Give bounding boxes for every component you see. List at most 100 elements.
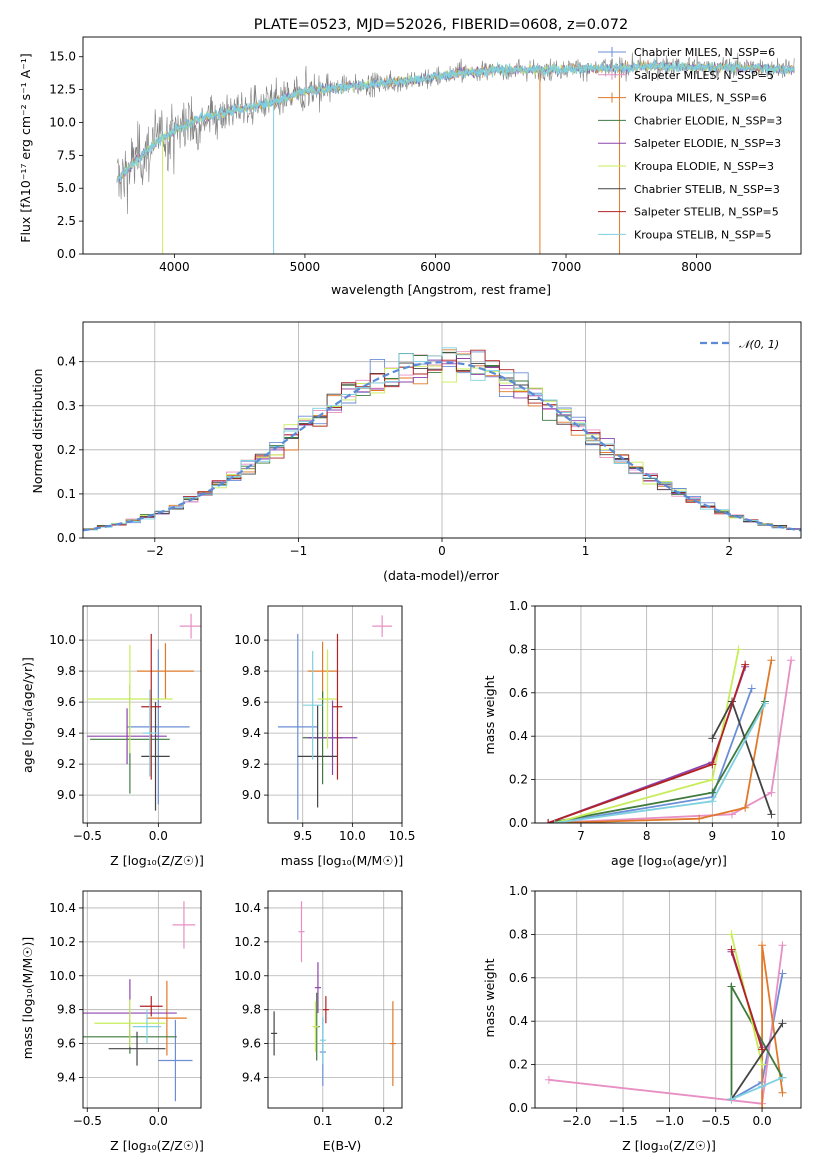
mass-weight-marker	[727, 930, 736, 939]
mass-weight-marker	[727, 982, 736, 991]
mass-weight-marker	[708, 775, 717, 784]
plot-area	[87, 613, 201, 811]
x-tick-label: 10.5	[389, 829, 416, 843]
axes-frame	[267, 890, 403, 1109]
panel-2: −0.5 0.0 9.0 9.2 9.4 9.6 9.8 10.0	[49, 605, 202, 843]
y-tick-label: 10.0	[49, 969, 76, 983]
x-tick-label: −0.5	[73, 829, 102, 843]
mass-weight-marker	[758, 1060, 767, 1069]
plot-area	[544, 930, 787, 1108]
mass-ebv-x-label: E(B-V)	[323, 1138, 362, 1153]
y-tick-label: 0.2	[57, 443, 76, 457]
y-tick-label: 10.2	[49, 935, 76, 949]
legend-entry: Kroupa MILES, N_SSP=6	[634, 92, 767, 105]
weight-z-y-label: mass weight	[482, 958, 497, 1037]
panel-5: −0.5 0.0 9.4 9.6 9.8 10.0 10.2 10.4	[49, 890, 202, 1128]
mass-weight-marker	[741, 660, 750, 669]
y-tick-label: 12.5	[49, 83, 76, 97]
axes-frame	[534, 605, 802, 824]
panel-1: −2 −1 0 1 2 0.0 0.1 0.2 0.3 0.4 𝒩(0, 1)	[57, 321, 802, 558]
legend-entry: 𝒩(0, 1)	[739, 338, 779, 351]
legend-entry: Kroupa STELIB, N_SSP=5	[634, 228, 772, 241]
y-tick-label: 10.4	[234, 901, 261, 915]
axes-frame	[82, 321, 802, 539]
mass-weight-marker	[767, 788, 776, 797]
chart-panels: 4000 5000 6000 7000 80000.02.55.07.510.012.5…	[49, 36, 802, 1128]
y-tick-label: 10.4	[49, 901, 76, 915]
legend-entry: Chabrier STELIB, N_SSP=3	[634, 183, 780, 196]
y-tick-label: 9.4	[242, 1070, 261, 1084]
x-tick-label: 8	[643, 829, 651, 843]
panel-6: 0.1 0.2 9.4 9.6 9.8 10.0 10.2 10.4	[234, 890, 403, 1128]
y-tick-label: 0.4	[509, 729, 528, 743]
mass-weight-marker	[741, 803, 750, 812]
mass-weight-line	[554, 660, 773, 823]
y-tick-label: 9.6	[242, 695, 261, 709]
x-tick-label: 0.0	[149, 829, 168, 843]
y-tick-label: 0.1	[57, 487, 76, 501]
mass-weight-marker	[708, 788, 717, 797]
mass-weight-marker	[708, 797, 717, 806]
x-tick-label: 6000	[420, 260, 451, 274]
x-tick-label: −0.5	[73, 1114, 102, 1128]
panel-4: 7 8 9 10 0.0 0.2 0.4 0.6 0.8 1.0	[509, 599, 802, 843]
x-tick-label: 7	[577, 829, 585, 843]
y-tick-label: 0.0	[57, 531, 76, 545]
residual-x-label: (data-model)/error	[383, 568, 500, 583]
mass-weight-line	[730, 1022, 784, 1100]
x-tick-label: 9.5	[293, 829, 312, 843]
legend-entry: Salpeter ELODIE, N_SSP=3	[634, 137, 781, 150]
y-tick-label: 0.0	[57, 247, 76, 261]
x-tick-label: 0.1	[313, 1114, 332, 1128]
axes-frame	[267, 605, 403, 824]
y-tick-label: 9.2	[57, 757, 76, 771]
y-tick-label: 10.0	[234, 969, 261, 983]
x-tick-label: 0.0	[149, 1114, 168, 1128]
mass-weight-marker	[734, 645, 743, 654]
spectrum-legend: Chabrier MILES, N_SSP=6 Salpeter MILES, N…	[598, 46, 782, 241]
y-tick-label: 1.0	[509, 599, 528, 613]
y-tick-label: 9.6	[57, 1037, 76, 1051]
y-tick-label: 0.4	[509, 1014, 528, 1028]
y-tick-label: 9.4	[57, 726, 76, 740]
y-tick-label: 10.2	[234, 935, 261, 949]
plot-area	[116, 52, 795, 254]
legend-entry: Salpeter STELIB, N_SSP=5	[634, 206, 779, 219]
panel-3: 9.5 10.0 10.5 9.0 9.2 9.4 9.6 9.8 10.0	[234, 605, 416, 843]
y-tick-label: 0.2	[509, 773, 528, 787]
spectrum-title: PLATE=0523, MJD=52026, FIBERID=0608, z=0…	[254, 17, 628, 33]
plot-area	[277, 615, 393, 820]
mass-weight-marker	[778, 1019, 787, 1028]
legend-entry: Chabrier MILES, N_SSP=6	[634, 46, 775, 59]
y-tick-label: 0.6	[509, 686, 528, 700]
x-tick-label: 9	[709, 829, 717, 843]
x-tick-label: −1.0	[655, 1114, 684, 1128]
x-tick-label: 5000	[290, 260, 321, 274]
axes-frame	[82, 605, 202, 824]
mass-weight-marker	[758, 1082, 767, 1091]
y-tick-label: 0.0	[509, 1101, 528, 1115]
x-tick-label: 7000	[551, 260, 582, 274]
plot-area	[83, 901, 196, 1102]
x-tick-label: 10.0	[339, 829, 366, 843]
mass-weight-marker	[550, 819, 559, 823]
mass-weight-marker	[778, 969, 787, 978]
x-tick-label: 2	[725, 544, 733, 558]
mass-z-x-label: Z [log₁₀(Z/Z☉)]	[110, 1138, 204, 1153]
mass-weight-marker	[747, 684, 756, 693]
y-tick-label: 0.8	[509, 927, 528, 941]
y-tick-label: 2.5	[57, 214, 76, 228]
y-tick-label: 10.0	[234, 633, 261, 647]
mass-weight-line	[730, 949, 763, 1050]
y-tick-label: 9.8	[57, 1003, 76, 1017]
spectrum-x-label: wavelength [Angstrom, rest frame]	[331, 282, 551, 297]
legend-entry: Salpeter MILES, N_SSP=5	[634, 69, 774, 82]
y-tick-label: 9.2	[242, 757, 261, 771]
y-tick-label: 7.5	[57, 148, 76, 162]
x-tick-label: 4000	[159, 260, 190, 274]
mass-weight-line	[548, 660, 792, 823]
chart-text: PLATE=0523, MJD=52026, FIBERID=0608, z=0…	[18, 17, 727, 1153]
gaussian-reference-line	[83, 360, 801, 532]
